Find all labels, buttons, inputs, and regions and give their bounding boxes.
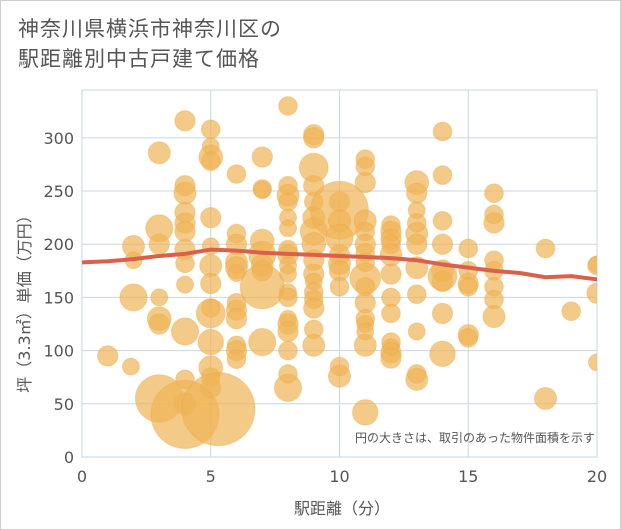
data-point <box>561 301 582 322</box>
data-point <box>195 298 226 329</box>
data-point <box>176 275 194 294</box>
data-point <box>200 151 221 172</box>
data-point <box>303 297 325 319</box>
data-point <box>181 372 256 447</box>
data-point <box>251 146 273 168</box>
data-point <box>458 238 479 259</box>
data-point <box>432 210 453 231</box>
trend-line <box>82 247 597 282</box>
data-point <box>147 141 171 165</box>
data-point <box>200 206 222 229</box>
data-point <box>379 243 403 267</box>
data-point <box>483 212 505 234</box>
data-point <box>482 305 506 329</box>
data-point <box>197 328 224 356</box>
data-point <box>226 164 247 184</box>
data-point <box>174 220 196 243</box>
x-tick-label: 15 <box>458 467 478 486</box>
data-point <box>406 182 428 204</box>
chart-annotation: 円の大きさは、取引のあった物件面積を示す <box>355 430 595 445</box>
data-point <box>279 219 297 238</box>
data-point <box>406 233 428 255</box>
data-point <box>407 322 426 341</box>
x-tick-label: 10 <box>329 467 349 486</box>
data-point <box>327 364 352 388</box>
data-point <box>279 265 297 284</box>
y-axis-ticks: 0 50 100 150 200 250 300 <box>43 129 74 467</box>
data-point <box>587 255 597 276</box>
data-point <box>381 303 401 324</box>
data-point <box>432 165 453 185</box>
data-point <box>150 288 169 307</box>
data-point <box>248 328 277 357</box>
data-point <box>353 333 377 357</box>
data-point <box>303 127 325 149</box>
x-axis-ticks: 0 5 10 15 20 <box>77 467 607 486</box>
data-point <box>239 264 285 310</box>
x-tick-label: 0 <box>77 467 87 486</box>
data-point <box>329 276 350 297</box>
data-point <box>380 263 402 285</box>
y-tick-label: 50 <box>54 395 74 414</box>
y-tick-label: 300 <box>43 129 74 148</box>
chart-title-line-1: 神奈川県横浜市神奈川区の <box>18 17 282 41</box>
data-point <box>200 119 221 140</box>
data-point <box>121 357 140 376</box>
data-point <box>432 121 453 142</box>
x-axis-label: 駅距離（分） <box>294 499 390 518</box>
data-point <box>226 349 247 369</box>
data-point <box>225 308 248 330</box>
chart-title-line-2: 駅距離別中古戸建て価格 <box>18 47 260 71</box>
y-tick-label: 150 <box>43 288 74 307</box>
data-point <box>405 367 429 391</box>
data-point <box>588 353 597 372</box>
chart-title: 神奈川県横浜市神奈川区の 駅距離別中古戸建て価格 <box>18 14 282 74</box>
data-point <box>535 238 556 259</box>
data-point <box>278 96 298 116</box>
y-tick-label: 250 <box>43 182 74 201</box>
data-point <box>429 340 456 368</box>
bubble-series <box>97 96 597 449</box>
x-tick-label: 5 <box>206 467 216 486</box>
data-point <box>200 272 222 295</box>
data-point <box>273 373 303 402</box>
data-point <box>253 180 272 199</box>
data-point <box>97 345 119 367</box>
data-point <box>277 320 299 343</box>
data-point <box>406 284 427 305</box>
data-point <box>148 233 170 255</box>
data-point <box>170 317 200 346</box>
data-point <box>484 183 504 204</box>
data-point <box>119 283 148 312</box>
data-point <box>431 270 454 293</box>
data-point <box>278 191 298 212</box>
data-point <box>533 386 558 411</box>
data-point <box>278 287 298 308</box>
trend-line-group <box>82 247 597 282</box>
data-point <box>278 340 298 361</box>
data-point <box>458 328 479 348</box>
data-point <box>227 263 246 282</box>
data-point <box>302 333 326 357</box>
data-point <box>586 282 597 304</box>
data-point <box>121 234 146 258</box>
y-axis-label: 坪（3.3㎡）単価（万円） <box>15 207 34 392</box>
data-point <box>431 302 454 325</box>
data-point <box>173 181 197 205</box>
y-tick-label: 200 <box>43 235 74 254</box>
data-point <box>148 313 170 335</box>
data-point <box>380 347 402 369</box>
data-point <box>354 171 376 194</box>
y-tick-label: 0 <box>64 448 74 467</box>
data-point <box>431 233 454 255</box>
x-tick-label: 20 <box>587 467 607 486</box>
data-point <box>175 253 195 274</box>
data-point <box>352 399 379 426</box>
data-point <box>458 276 479 297</box>
data-point <box>174 110 196 132</box>
y-tick-label: 100 <box>43 342 74 361</box>
